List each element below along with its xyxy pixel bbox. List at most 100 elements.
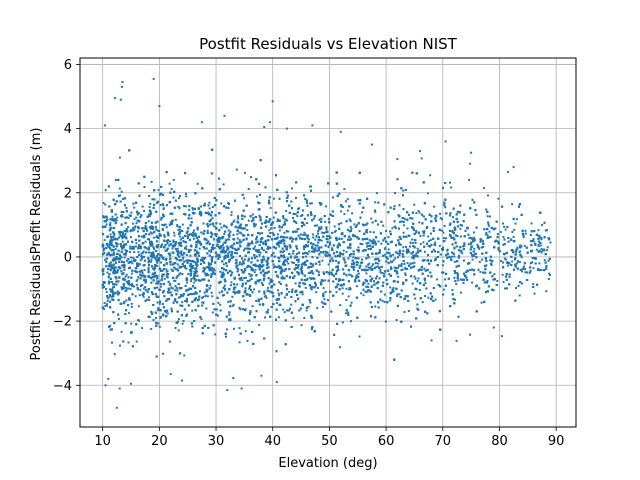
- scatter-point: [433, 205, 436, 208]
- scatter-point: [458, 249, 460, 252]
- scatter-point: [311, 277, 314, 280]
- scatter-point: [178, 235, 181, 238]
- scatter-point: [341, 206, 344, 208]
- scatter-point: [361, 250, 364, 253]
- scatter-point: [243, 276, 246, 279]
- scatter-point: [294, 213, 297, 216]
- scatter-point: [275, 274, 278, 277]
- scatter-point: [367, 282, 370, 285]
- scatter-point: [149, 276, 152, 279]
- scatter-point: [531, 256, 534, 259]
- scatter-point: [177, 205, 180, 208]
- scatter-point: [442, 288, 445, 291]
- scatter-point: [365, 230, 368, 233]
- scatter-points: [101, 77, 552, 409]
- scatter-point: [537, 243, 540, 246]
- scatter-point: [200, 212, 203, 215]
- scatter-point: [179, 304, 182, 307]
- scatter-point: [449, 256, 452, 259]
- scatter-point: [442, 231, 445, 234]
- scatter-point: [531, 261, 534, 264]
- scatter-point: [370, 217, 373, 220]
- scatter-point: [422, 241, 425, 244]
- scatter-point: [539, 244, 542, 247]
- scatter-point: [114, 283, 116, 286]
- scatter-point: [111, 264, 114, 267]
- scatter-point: [423, 279, 426, 282]
- scatter-point: [176, 247, 179, 250]
- scatter-point: [405, 245, 407, 248]
- scatter-point: [389, 241, 392, 244]
- scatter-point: [524, 268, 527, 270]
- scatter-point: [227, 229, 230, 232]
- scatter-point: [230, 211, 233, 214]
- scatter-point: [375, 275, 378, 278]
- scatter-point: [224, 225, 227, 228]
- scatter-point: [268, 229, 271, 232]
- scatter-point: [482, 240, 485, 243]
- scatter-point: [494, 240, 496, 243]
- scatter-point: [453, 255, 456, 258]
- scatter-point: [227, 300, 230, 303]
- scatter-point: [334, 229, 337, 232]
- scatter-point: [251, 213, 254, 216]
- scatter-point: [497, 197, 500, 200]
- scatter-point: [389, 299, 392, 302]
- scatter-point: [523, 265, 525, 268]
- scatter-point: [193, 270, 196, 273]
- scatter-point: [279, 282, 282, 285]
- scatter-point: [533, 292, 536, 295]
- scatter-point: [208, 201, 211, 204]
- scatter-point: [335, 259, 338, 262]
- scatter-point: [441, 271, 443, 274]
- scatter-point: [190, 267, 193, 270]
- scatter-point: [135, 222, 138, 225]
- scatter-point: [155, 317, 157, 320]
- scatter-point: [395, 226, 398, 229]
- scatter-point: [156, 264, 159, 267]
- scatter-point: [459, 227, 462, 230]
- scatter-point: [424, 282, 427, 285]
- scatter-point: [135, 280, 138, 282]
- scatter-point: [240, 232, 243, 235]
- scatter-point: [389, 286, 392, 289]
- scatter-point: [218, 254, 221, 257]
- scatter-point: [418, 221, 421, 224]
- scatter-point: [192, 208, 195, 211]
- scatter-point: [294, 282, 297, 285]
- scatter-point: [270, 286, 273, 289]
- scatter-point: [222, 263, 225, 266]
- scatter-point: [161, 203, 164, 205]
- scatter-point: [105, 291, 108, 294]
- scatter-point: [185, 297, 188, 300]
- scatter-point: [148, 296, 150, 299]
- scatter-point: [352, 268, 355, 271]
- scatter-point: [379, 268, 382, 271]
- scatter-point: [125, 299, 128, 302]
- scatter-point: [209, 218, 212, 221]
- scatter-point: [279, 236, 282, 239]
- scatter-point: [339, 251, 341, 254]
- scatter-point: [133, 285, 135, 288]
- scatter-point: [159, 218, 162, 221]
- scatter-point: [418, 289, 421, 291]
- scatter-point: [191, 309, 194, 312]
- scatter-point: [320, 226, 323, 229]
- scatter-point: [130, 272, 133, 275]
- scatter-point: [384, 320, 387, 323]
- scatter-point: [451, 289, 454, 292]
- scatter-point: [357, 276, 360, 278]
- scatter-point: [102, 249, 105, 252]
- scatter-point: [231, 295, 234, 298]
- scatter-point: [323, 298, 326, 301]
- scatter-point: [356, 249, 359, 251]
- scatter-point: [113, 266, 116, 269]
- scatter-point: [120, 215, 122, 218]
- scatter-point: [277, 243, 280, 246]
- scatter-point: [401, 268, 404, 271]
- scatter-point: [469, 269, 472, 271]
- scatter-point: [193, 229, 195, 232]
- scatter-point: [455, 283, 458, 286]
- scatter-point: [387, 248, 390, 251]
- scatter-point: [398, 221, 401, 224]
